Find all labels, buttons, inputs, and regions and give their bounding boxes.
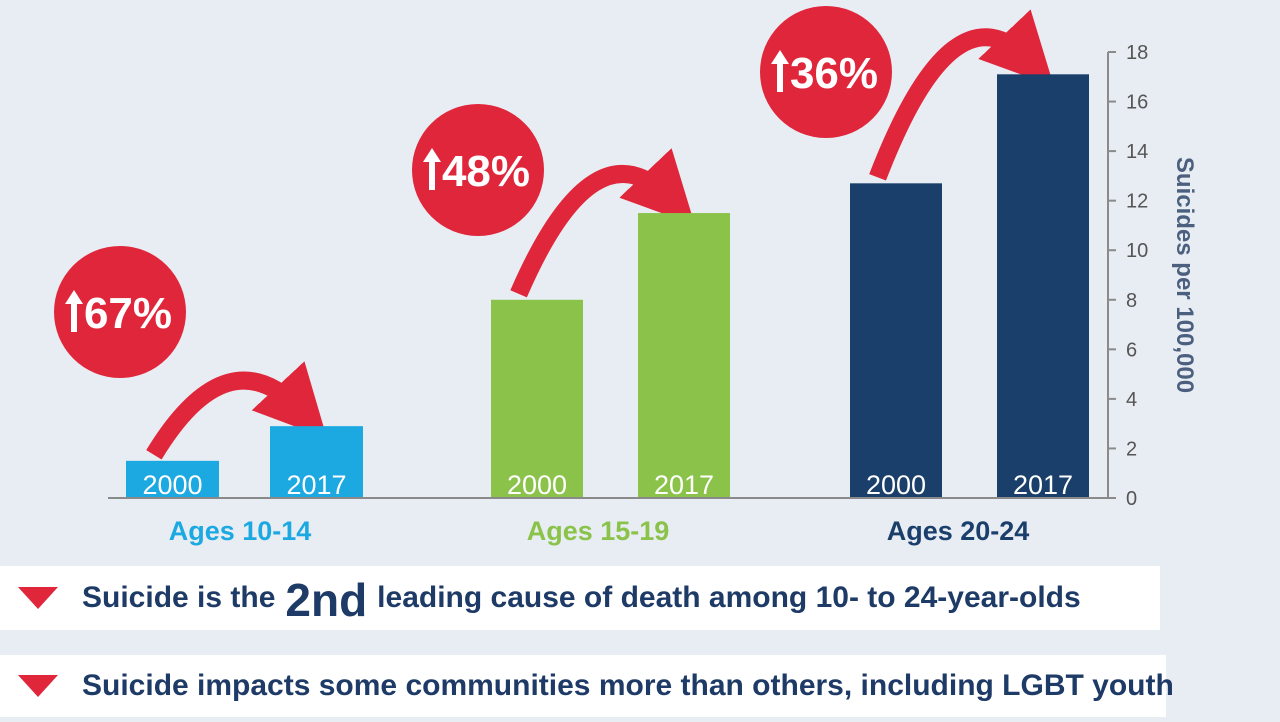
bar-labels: 2000 2017 2000 2017 2000 2017 bbox=[142, 470, 1073, 500]
bar-ages-10-14-2017 bbox=[270, 426, 363, 498]
bar-ages-15-19-2017 bbox=[638, 213, 730, 499]
bars bbox=[126, 74, 1089, 499]
y-tick-label: 10 bbox=[1126, 240, 1148, 262]
bar-ages-20-24-2000 bbox=[850, 183, 942, 499]
category-labels: Ages 10-14 Ages 15-19 Ages 20-24 bbox=[169, 516, 1030, 546]
chart: 2000 2017 2000 2017 2000 2017 Ages 10-14 Ages … bbox=[54, 6, 1198, 546]
change-circle bbox=[412, 104, 544, 236]
change-arrow bbox=[869, 9, 1054, 181]
y-tick-label: 18 bbox=[1126, 42, 1148, 64]
y-axis: 0 2 4 6 8 10 12 14 16 18 Suicides per 100,000 bbox=[108, 42, 1198, 510]
category-label: Ages 15-19 bbox=[527, 516, 670, 546]
fact-highlight: 2nd bbox=[285, 574, 368, 626]
bar-year-label: 2000 bbox=[866, 470, 926, 500]
bar-ages-10-14-2000 bbox=[126, 460, 219, 498]
y-tick-label: 2 bbox=[1126, 438, 1137, 460]
change-badges: 67% 48% 36% bbox=[54, 6, 892, 378]
category-label: Ages 20-24 bbox=[887, 516, 1030, 546]
red-triangle-icon bbox=[18, 587, 58, 609]
y-tick-label: 6 bbox=[1126, 339, 1137, 361]
y-tick-label: 4 bbox=[1126, 389, 1137, 411]
fact-communities: Suicide impacts some communities more th… bbox=[0, 655, 1174, 717]
change-circle bbox=[54, 246, 186, 378]
change-arrow bbox=[146, 361, 328, 460]
bar-year-label: 2000 bbox=[507, 470, 567, 500]
bar-year-label: 2017 bbox=[654, 470, 714, 500]
y-tick-label: 12 bbox=[1126, 191, 1148, 213]
bar-year-label: 2017 bbox=[286, 470, 346, 500]
fact-leading-cause: Suicide is the 2nd leading cause of deat… bbox=[0, 566, 1160, 630]
y-tick-label: 16 bbox=[1126, 92, 1148, 114]
fact-text: Suicide impacts some communities more th… bbox=[82, 669, 1174, 702]
change-arrow bbox=[510, 148, 695, 298]
change-percent: 48% bbox=[442, 147, 530, 196]
up-arrow-icon bbox=[65, 290, 83, 332]
change-percent: 67% bbox=[84, 289, 172, 338]
bar-ages-15-19-2000 bbox=[491, 299, 583, 498]
change-circle bbox=[760, 6, 892, 138]
y-axis-title: Suicides per 100,000 bbox=[1171, 157, 1198, 393]
up-arrow-icon bbox=[423, 148, 441, 190]
y-tick-label: 0 bbox=[1126, 488, 1137, 510]
fact-text-before: Suicide is the bbox=[82, 581, 276, 614]
y-tick-label: 14 bbox=[1126, 141, 1148, 163]
category-label: Ages 10-14 bbox=[169, 516, 312, 546]
fact-text-after: leading cause of death among 10- to 24-y… bbox=[377, 581, 1081, 614]
bar-ages-20-24-2017 bbox=[997, 74, 1089, 499]
red-triangle-icon bbox=[18, 675, 58, 697]
change-arrows bbox=[146, 9, 1054, 460]
bar-year-label: 2017 bbox=[1013, 470, 1073, 500]
change-percent: 36% bbox=[790, 49, 878, 98]
bar-year-label: 2000 bbox=[142, 470, 202, 500]
up-arrow-icon bbox=[771, 50, 789, 92]
y-tick-label: 8 bbox=[1126, 290, 1137, 312]
